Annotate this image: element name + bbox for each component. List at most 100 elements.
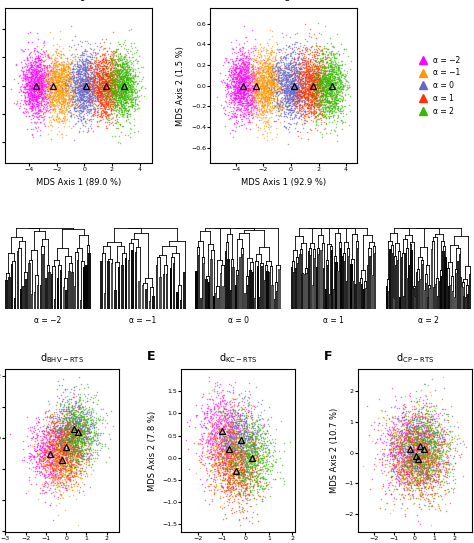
Point: [409, 430, 416, 438]
Point: [410, 464, 417, 472]
Point: [40, 61, 48, 70]
Point: [242, 467, 250, 476]
Point: [300, 67, 308, 76]
Point: [73, 402, 81, 411]
Point: [53, 80, 61, 89]
Point: [124, 78, 132, 86]
Point: [416, 486, 423, 495]
Point: [267, 62, 274, 71]
Point: [245, 398, 252, 407]
Point: [340, 102, 347, 110]
Point: [264, 84, 271, 92]
Point: [406, 424, 414, 433]
Point: [123, 85, 131, 94]
Point: [55, 474, 62, 483]
Point: [63, 70, 71, 78]
Point: [379, 412, 387, 421]
Point: [217, 441, 225, 450]
Point: [237, 484, 245, 493]
Point: [57, 437, 65, 446]
Point: [249, 68, 257, 77]
Point: [266, 70, 273, 78]
Point: [286, 97, 293, 106]
Point: [335, 77, 343, 86]
Point: [96, 88, 103, 97]
Point: [56, 407, 64, 416]
Point: [55, 411, 63, 420]
Point: [249, 439, 256, 448]
Point: [82, 80, 89, 89]
Point: [398, 438, 406, 447]
Point: [294, 86, 302, 95]
Point: [88, 80, 96, 89]
Point: [283, 60, 291, 68]
Point: [42, 87, 50, 96]
Point: [225, 478, 233, 487]
Point: [79, 451, 87, 459]
Point: [221, 78, 228, 86]
Point: [334, 48, 341, 57]
Point: [328, 83, 336, 91]
Point: [306, 64, 313, 72]
Point: [37, 73, 45, 81]
Point: [78, 430, 86, 439]
Point: [36, 457, 43, 465]
Point: [31, 436, 39, 445]
Point: [120, 91, 128, 100]
Point: [330, 102, 337, 111]
Point: [74, 428, 82, 437]
Point: [421, 435, 428, 444]
Point: [324, 86, 331, 95]
Point: [107, 105, 115, 114]
Point: [220, 457, 228, 465]
Point: [74, 94, 82, 103]
Point: [333, 87, 340, 96]
Point: [113, 72, 120, 80]
Point: [105, 111, 112, 119]
Point: [43, 434, 51, 443]
Point: [40, 450, 48, 459]
Point: [314, 81, 321, 90]
Point: [237, 78, 245, 86]
Point: [315, 110, 322, 118]
Point: [48, 440, 55, 449]
Point: [247, 433, 255, 441]
Point: [57, 64, 65, 73]
Point: [428, 485, 436, 494]
Point: [199, 444, 206, 452]
Point: [92, 50, 100, 59]
Point: [433, 425, 440, 434]
Point: [320, 85, 328, 93]
Point: [304, 64, 311, 73]
Point: [49, 63, 56, 72]
Point: [73, 419, 81, 427]
Point: [259, 109, 266, 117]
Point: [116, 93, 124, 102]
Point: [28, 451, 36, 460]
Point: [45, 460, 53, 469]
Point: [210, 420, 218, 428]
Point: [107, 47, 114, 56]
Point: [298, 83, 305, 92]
Point: [61, 80, 69, 89]
Point: [234, 74, 241, 83]
Point: [285, 98, 293, 107]
Point: [40, 120, 48, 129]
Point: [123, 71, 130, 80]
Point: [86, 66, 93, 75]
Point: [335, 111, 342, 120]
Point: [101, 55, 109, 64]
Point: [248, 98, 256, 106]
Point: [295, 49, 303, 58]
Point: [318, 78, 325, 86]
Point: [243, 102, 251, 111]
Point: [257, 73, 265, 81]
Point: [265, 446, 273, 454]
Point: [46, 85, 53, 93]
Point: [251, 443, 258, 451]
Point: [223, 484, 231, 493]
Point: [55, 60, 63, 68]
Point: [217, 465, 224, 474]
Point: [110, 71, 118, 79]
Point: [105, 84, 113, 92]
